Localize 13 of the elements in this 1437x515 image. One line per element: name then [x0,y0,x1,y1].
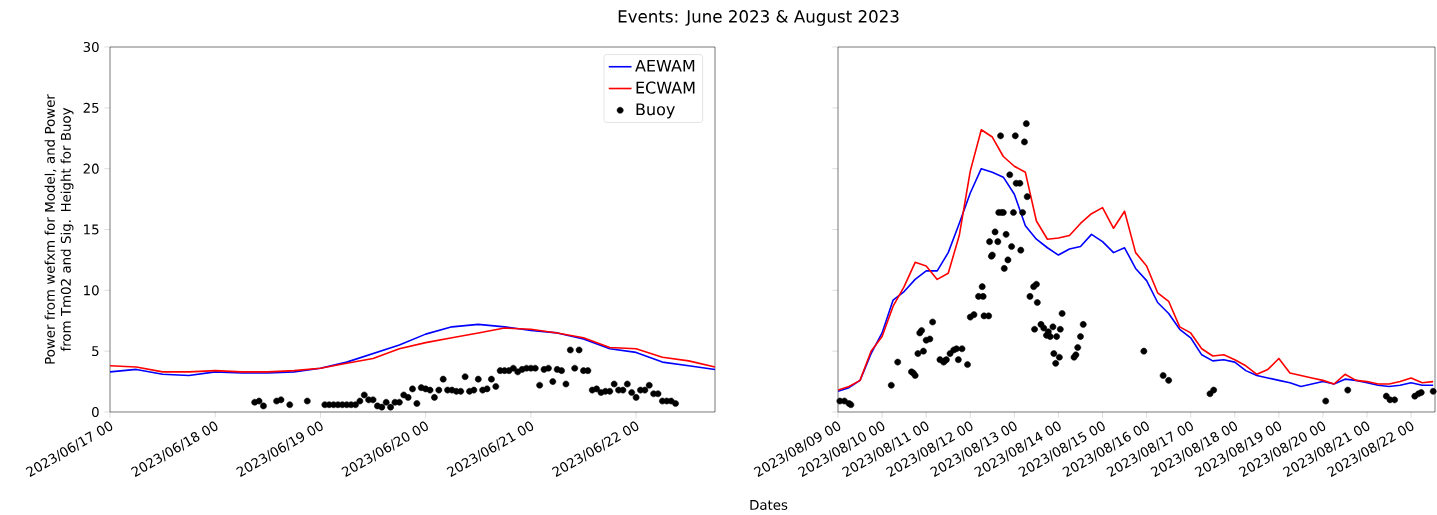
legend-label: AEWAM [635,59,695,72]
y-tick-label: 30 [83,41,99,53]
legend-label: Buoy [636,103,675,119]
y-axis-title: Power from wefxm for Model, and Power from Tm02 and Sig. Height for Buoy [44,94,74,364]
y-tick-label: 25 [83,102,99,113]
legend-label: ECWAM [636,81,695,94]
y-tick-label: 10 [84,285,99,296]
text: Events: June 2023 & August 2023 [618,10,899,26]
y-tick-label: 5 [92,346,99,357]
y-tick-label: 15 [84,224,99,235]
x-axis-title: Dates [750,500,788,510]
y-tick-label: 0 [92,406,99,418]
y-tick-label: 20 [83,163,99,174]
